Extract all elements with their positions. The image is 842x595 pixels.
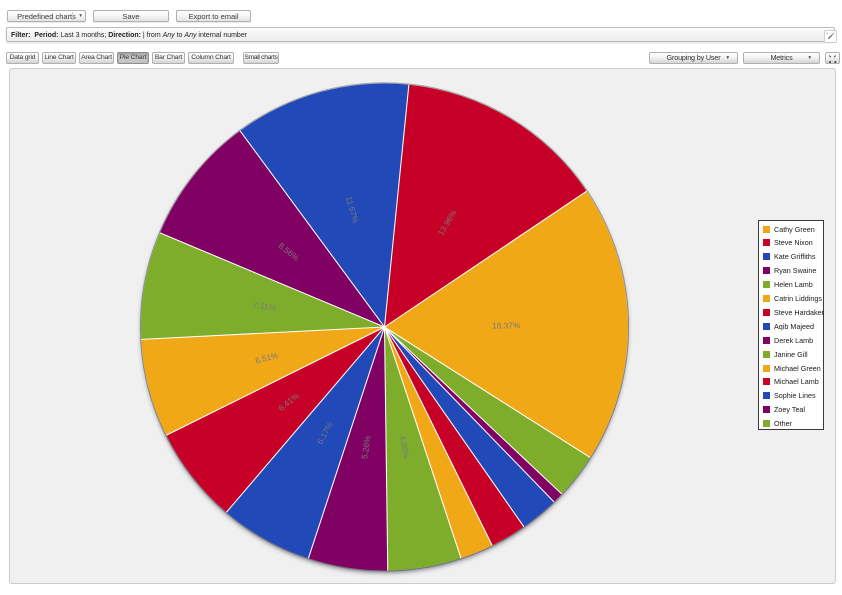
svg-text:7.11%: 7.11%	[252, 299, 277, 313]
svg-text:5.26%: 5.26%	[359, 434, 373, 459]
svg-text:4.86%: 4.86%	[398, 435, 412, 460]
svg-text:18.37%: 18.37%	[492, 320, 521, 330]
